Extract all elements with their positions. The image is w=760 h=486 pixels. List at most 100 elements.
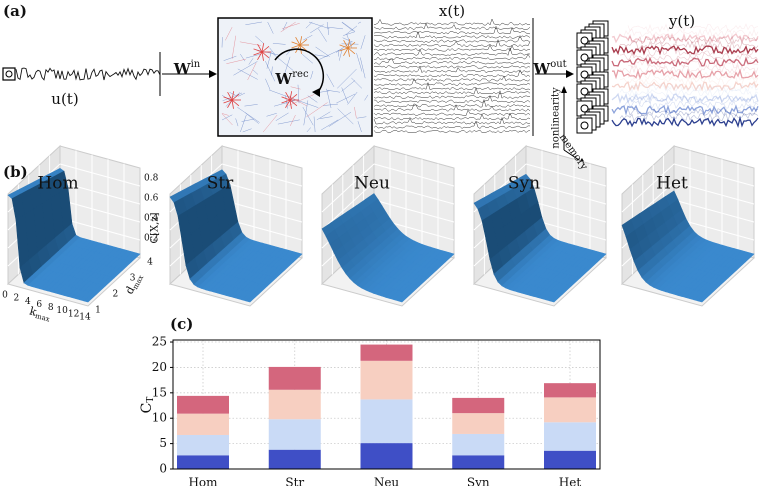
reservoir-edge <box>277 119 300 125</box>
reservoir-edge <box>265 61 276 82</box>
reservoir-edge <box>303 100 309 126</box>
state-trace <box>373 89 531 99</box>
y-tick-label: 20 <box>152 360 167 374</box>
neuron <box>231 99 234 109</box>
output-trace <box>619 52 759 62</box>
output-trace <box>611 104 759 116</box>
z-tick-label: 0.2 <box>144 234 158 244</box>
neuron <box>231 91 235 101</box>
reservoir-edge <box>357 21 362 24</box>
reservoir-edge <box>240 53 246 62</box>
state-trace <box>373 34 531 43</box>
reservoir-edge <box>285 95 288 109</box>
reservoir-edge <box>271 66 273 76</box>
reservoir-edge <box>282 21 288 31</box>
reservoir-edge <box>356 116 367 119</box>
reservoir-edge <box>341 22 354 32</box>
reservoir-edge <box>360 35 366 50</box>
pane-grid <box>621 163 675 213</box>
surface-patch <box>697 292 712 303</box>
state-trace <box>373 53 531 61</box>
state-trace <box>373 103 531 112</box>
output-trace <box>619 112 759 123</box>
neuron <box>289 94 298 101</box>
w-sup: out <box>550 59 566 70</box>
reservoir-edge <box>221 114 233 121</box>
pane-grid <box>525 163 607 187</box>
reservoir-edge <box>245 21 263 26</box>
state-trace <box>373 87 531 95</box>
bar-segment <box>177 455 229 469</box>
neuron <box>299 39 308 46</box>
pane-grid <box>373 163 455 187</box>
w-rec-label: Wrec <box>274 69 309 89</box>
reservoir-edge <box>310 70 314 80</box>
pane-grid <box>221 199 303 223</box>
neuron <box>289 99 292 109</box>
neuron <box>289 99 298 107</box>
y-axis-label: CT <box>139 397 156 414</box>
pane-grid <box>525 199 607 223</box>
neuron <box>231 99 240 107</box>
pane-grid <box>525 181 607 205</box>
output-trace <box>619 88 759 98</box>
surface-patch <box>245 292 260 303</box>
bar-segment <box>268 419 321 450</box>
reservoir-edge <box>233 61 258 76</box>
state-trace <box>373 22 531 31</box>
state-trace <box>373 30 531 39</box>
reservoir-edge <box>262 114 278 133</box>
state-trace <box>373 77 531 86</box>
d-tick-label: 3 <box>130 274 136 284</box>
output-trace <box>611 68 759 80</box>
k-tick-label: 6 <box>36 300 42 310</box>
reservoir-edge <box>354 106 357 119</box>
nonlinearity-label: nonlinearity <box>551 87 562 149</box>
reservoir-edge <box>225 27 233 41</box>
pane-grid <box>321 181 375 231</box>
neuron <box>231 94 240 101</box>
reservoir-edge <box>302 106 314 126</box>
neuron <box>261 46 270 53</box>
reservoir-edge <box>321 119 339 131</box>
reservoir-edge <box>268 89 291 98</box>
reservoir-edge <box>267 21 274 34</box>
reservoir-edge <box>237 107 260 123</box>
arrow-head <box>312 88 320 97</box>
reservoir-edge <box>328 111 352 127</box>
neuron <box>281 96 291 101</box>
surface-patch <box>397 292 412 303</box>
state-trace <box>373 46 531 56</box>
neuron <box>253 51 263 56</box>
reservoir-edge <box>245 112 259 124</box>
reservoir-edge <box>231 35 237 59</box>
reservoir-edge <box>351 77 363 89</box>
reservoir-edge <box>337 108 354 125</box>
pane-grid <box>59 163 141 187</box>
neuron <box>289 91 293 101</box>
pane-grid <box>673 199 755 223</box>
neuron <box>285 99 291 108</box>
bar-segment <box>177 413 229 435</box>
k-tick-label: 10 <box>56 306 68 316</box>
reservoir-edge <box>248 58 254 65</box>
state-trace <box>373 65 531 69</box>
reservoir-edge <box>306 102 328 118</box>
d-tick-label: 4 <box>147 258 153 268</box>
neuron <box>347 42 356 49</box>
bar-segment <box>360 443 413 469</box>
output-label: y(t) <box>668 12 695 30</box>
neuron <box>223 96 233 101</box>
arrow-head <box>566 70 574 78</box>
reservoir-edge <box>281 56 291 82</box>
neuron <box>347 39 351 49</box>
reservoir-edge <box>226 58 246 64</box>
bar-segment <box>360 360 413 400</box>
reservoir-edge <box>269 47 276 55</box>
subplot-title: Str <box>207 174 234 194</box>
bar-segment <box>177 434 229 456</box>
pane-grid <box>59 199 141 223</box>
bar-segment <box>544 383 596 398</box>
output-trace <box>627 95 759 105</box>
state-trace <box>373 81 531 91</box>
